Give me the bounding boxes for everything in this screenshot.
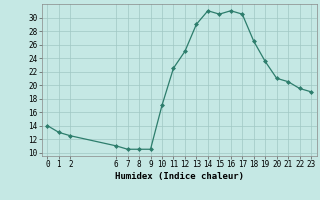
X-axis label: Humidex (Indice chaleur): Humidex (Indice chaleur) [115,172,244,181]
